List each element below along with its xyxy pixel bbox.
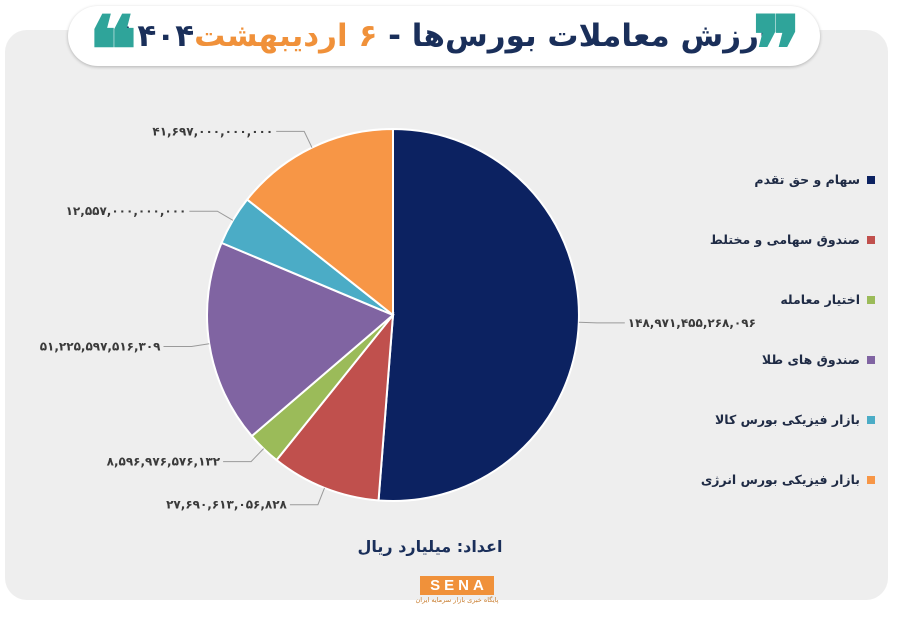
- data-label-4: ۵۱,۲۲۵,۵۹۷,۵۱۶,۳۰۹: [40, 340, 161, 354]
- data-label-3: ۸,۵۹۶,۹۷۶,۵۷۶,۱۳۲: [107, 455, 221, 469]
- data-label-5: ۱۲,۵۵۷,۰۰۰,۰۰۰,۰۰۰: [66, 204, 187, 218]
- data-label-6: ۴۱,۶۹۷,۰۰۰,۰۰۰,۰۰۰: [152, 124, 273, 138]
- legend-swatch-3: [867, 295, 875, 304]
- legend-label-4: صندوق های طلا: [761, 352, 860, 367]
- legend-item-4: صندوق های طلا: [762, 352, 875, 367]
- logo-wordmark: SENA: [420, 576, 494, 595]
- logo-subtitle: پایگاه خبری بازار سرمایه ایران: [415, 596, 499, 604]
- open-quote-icon: ❝: [88, 0, 138, 104]
- legend-label-1: سهام و حق تقدم: [754, 172, 860, 187]
- title-date: ۶ اردیبهشت: [194, 18, 378, 54]
- title-year: ۱۴۰۴: [118, 18, 195, 54]
- leader-line-2: [289, 487, 325, 506]
- legend-item-1: سهام و حق تقدم: [754, 172, 875, 187]
- sena-logo: SENA پایگاه خبری بازار سرمایه ایران: [402, 575, 512, 604]
- legend-swatch-1: [867, 175, 875, 184]
- leader-line-3: [223, 448, 264, 463]
- pie-slice-6: [245, 127, 394, 318]
- legend-swatch-5: [867, 415, 875, 424]
- unit-label: اعداد: میلیارد ریال: [357, 537, 503, 556]
- data-label-1: ۱۴۸,۹۷۱,۴۵۵,۲۶۸,۰۹۶: [628, 316, 756, 330]
- title-banner: ارزش معاملات بورس‌ها - ۶ اردیبهشت۱۴۰۴: [68, 6, 820, 66]
- legend-swatch-6: [867, 475, 875, 484]
- close-quote-icon: ❞: [752, 0, 802, 104]
- legend-label-6: بازار فیزیکی بورس انرژی: [700, 472, 860, 487]
- title-main: ارزش معاملات بورس‌ها -: [377, 18, 770, 54]
- page-title: ارزش معاملات بورس‌ها - ۶ اردیبهشت۱۴۰۴: [118, 18, 769, 54]
- legend-swatch-4: [867, 355, 875, 364]
- legend-label-2: صندوق سهامی و مختلط: [709, 232, 860, 247]
- pie-slice-4: [206, 241, 395, 438]
- legend-item-6: بازار فیزیکی بورس انرژی: [701, 472, 875, 487]
- leader-line-6: [276, 130, 313, 148]
- leader-line-4: [163, 343, 210, 347]
- data-label-2: ۲۷,۶۹۰,۶۱۳,۰۵۶,۸۲۸: [166, 498, 287, 512]
- legend-item-3: اختیار معامله: [780, 292, 875, 307]
- leader-line-1: [578, 321, 625, 324]
- legend-label-5: بازار فیزیکی بورس کالا: [714, 412, 860, 427]
- pie-slice-1: [377, 127, 580, 502]
- legend-label-3: اختیار معامله: [780, 292, 860, 307]
- legend-item-5: بازار فیزیکی بورس کالا: [715, 412, 875, 427]
- leader-line-5: [189, 210, 234, 221]
- legend-swatch-2: [867, 235, 875, 244]
- legend-item-2: صندوق سهامی و مختلط: [710, 232, 875, 247]
